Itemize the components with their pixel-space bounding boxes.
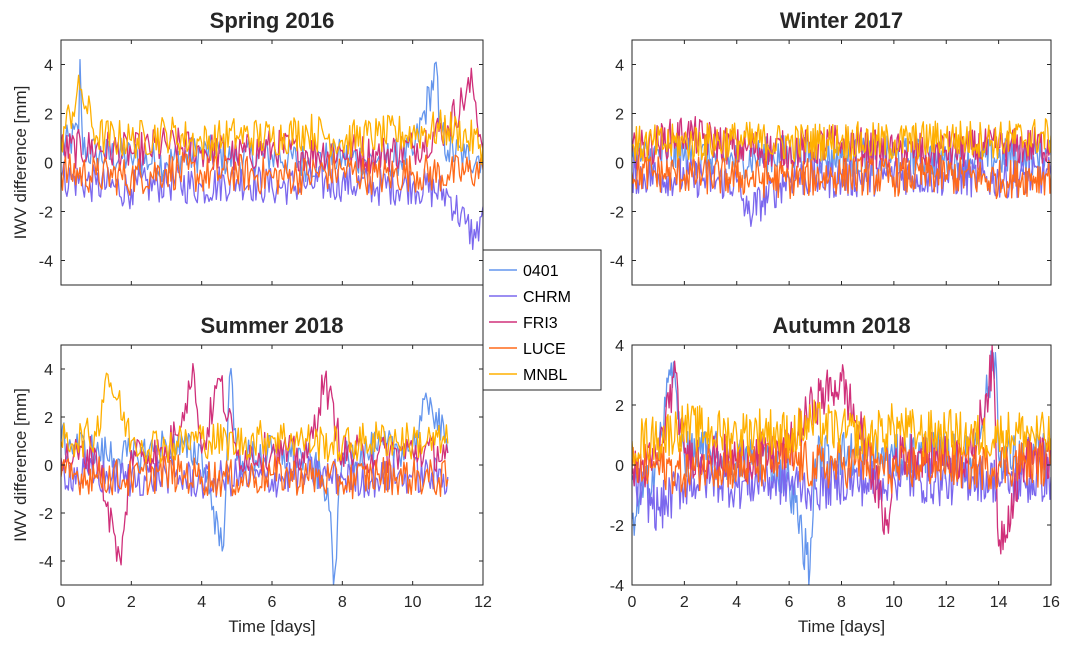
- y-axis-label: IWV difference [mm]: [11, 86, 30, 240]
- x-tick-label: 0: [628, 594, 637, 611]
- y-tick-label: -2: [610, 518, 624, 535]
- series-line-MNBL: [632, 399, 1051, 465]
- y-tick-label: 2: [615, 107, 624, 124]
- series-line-MNBL: [632, 118, 1051, 162]
- subplot-3: Summer 2018 0 2 4 6 8 10 12 -4 -2 0 2 4 Time [days] IW…: [11, 313, 492, 636]
- axes-box: [60, 344, 484, 586]
- y-tick-label: -2: [39, 506, 53, 523]
- series-line-0401: [61, 367, 449, 585]
- x-tick-label: 14: [990, 594, 1008, 611]
- x-tick-label: 8: [338, 594, 347, 611]
- y-tick-label: 2: [44, 410, 53, 427]
- y-tick-label: 0: [615, 156, 624, 173]
- subplot-title: Spring 2016: [210, 8, 335, 33]
- legend-label: FRI3: [523, 315, 558, 332]
- x-tick-label: 4: [197, 594, 206, 611]
- x-tick-label: 12: [474, 594, 492, 611]
- x-tick-label: 6: [785, 594, 794, 611]
- series-line-LUCE: [632, 438, 1051, 498]
- legend-label: MNBL: [523, 367, 568, 384]
- subplot-4: Autumn 2018 0 2 4 6 8 10 12 14 16 -4 -2 0 2 4 Time [day…: [610, 313, 1060, 636]
- y-tick-label: -2: [39, 205, 53, 222]
- x-tick-label: 2: [127, 594, 136, 611]
- y-tick-label: -4: [39, 554, 53, 571]
- series-group: [632, 345, 1051, 585]
- series-line-FRI3: [632, 345, 1051, 555]
- series-line-CHRM: [632, 453, 1051, 531]
- y-tick-label: -4: [610, 254, 624, 271]
- x-axis-label: Time [days]: [798, 617, 885, 636]
- x-axis-label: Time [days]: [228, 617, 315, 636]
- series-line-FRI3: [632, 115, 1051, 171]
- series-line-LUCE: [61, 454, 449, 500]
- subplot-title: Summer 2018: [200, 313, 343, 338]
- y-tick-label: 2: [615, 398, 624, 415]
- y-tick-label: 0: [44, 458, 53, 475]
- y-tick-label: 4: [615, 58, 624, 75]
- y-tick-label: -4: [39, 254, 53, 271]
- series-line-MNBL: [61, 74, 483, 165]
- series-line-0401: [61, 58, 483, 183]
- legend: 0401 CHRM FRI3 LUCE MNBL: [482, 249, 602, 391]
- series-line-FRI3: [61, 67, 483, 174]
- y-tick-label: 4: [44, 362, 53, 379]
- legend-label: CHRM: [523, 289, 571, 306]
- series-line-0401: [632, 134, 1051, 180]
- series-line-MNBL: [61, 372, 449, 464]
- subplot-1: Spring 2016 -4 -2 0 2 4 IWV difference [mm]: [11, 8, 484, 286]
- x-tick-label: 0: [57, 594, 66, 611]
- legend-label: 0401: [523, 263, 559, 280]
- series-line-CHRM: [61, 161, 483, 251]
- series-group: [632, 115, 1051, 227]
- y-tick-label: 4: [615, 338, 624, 355]
- x-tick-label: 10: [404, 594, 422, 611]
- subplot-title: Autumn 2018: [772, 313, 910, 338]
- y-tick-label: 0: [44, 156, 53, 173]
- x-tick-label: 8: [837, 594, 846, 611]
- x-tick-label: 2: [680, 594, 689, 611]
- x-tick-label: 12: [937, 594, 955, 611]
- series-line-LUCE: [632, 154, 1051, 200]
- y-tick-label: 2: [44, 107, 53, 124]
- legend-label: LUCE: [523, 341, 566, 358]
- x-tick-label: 16: [1042, 594, 1060, 611]
- subplot-2: Winter 2017 -4 -2 0 2 4: [610, 8, 1052, 286]
- series-line-CHRM: [61, 455, 449, 499]
- y-tick-label: 4: [44, 58, 53, 75]
- x-tick-label: 6: [268, 594, 277, 611]
- x-tick-label: 4: [732, 594, 741, 611]
- series-line-LUCE: [61, 152, 483, 196]
- y-axis-label: IWV difference [mm]: [11, 388, 30, 542]
- x-tick-label: 10: [885, 594, 903, 611]
- y-tick-label: 0: [615, 458, 624, 475]
- series-group: [61, 58, 483, 251]
- legend-box: [482, 249, 602, 391]
- series-group: [61, 363, 449, 585]
- series-line-FRI3: [61, 363, 449, 566]
- y-tick-label: -2: [610, 205, 624, 222]
- y-tick-label: -4: [610, 578, 624, 595]
- subplot-title: Winter 2017: [780, 8, 903, 33]
- series-line-0401: [632, 350, 1051, 585]
